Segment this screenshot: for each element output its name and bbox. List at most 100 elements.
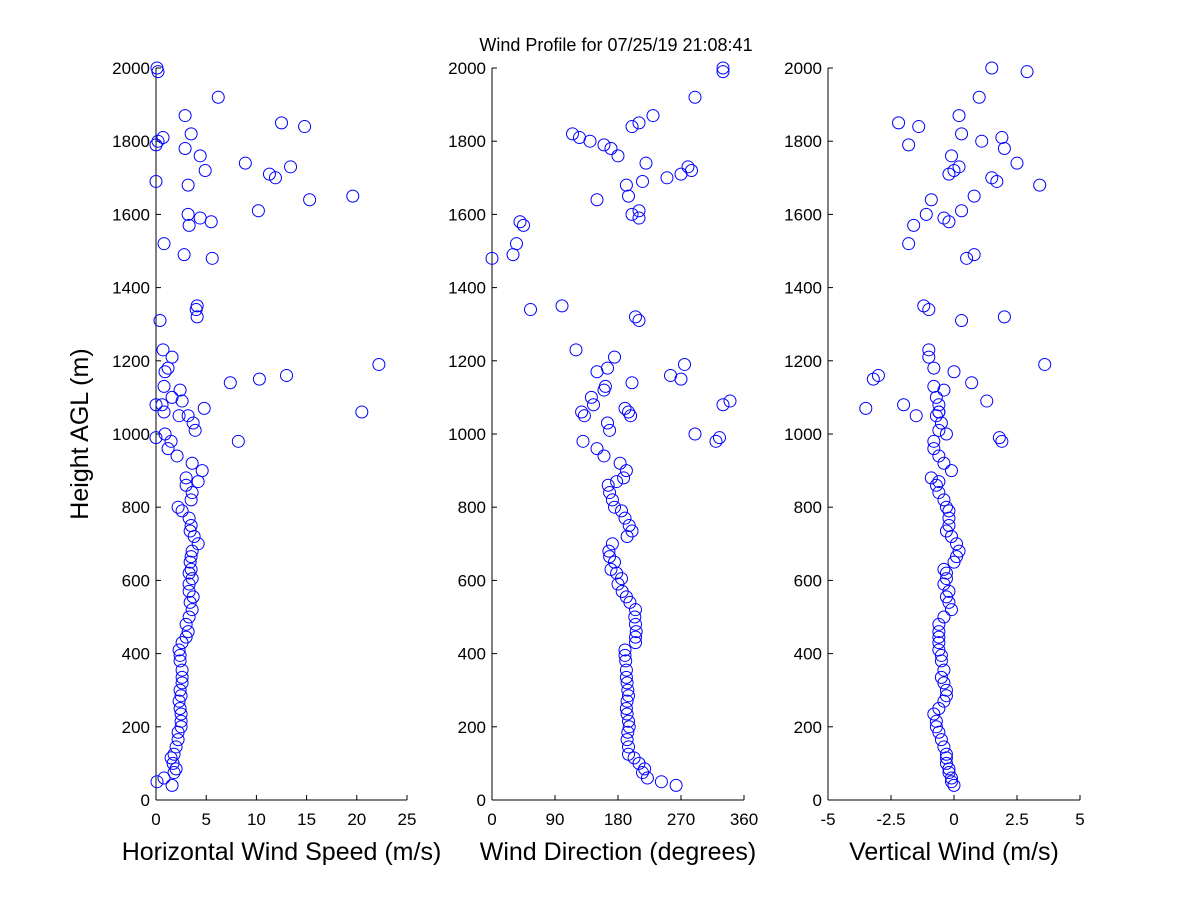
x-axis-label: Wind Direction (degrees) [480,838,757,866]
data-point [955,127,969,141]
y-tick-label: 1600 [448,205,486,224]
data-point [262,167,276,181]
data-point [909,409,923,423]
data-point [601,478,615,492]
data-point [252,372,266,386]
data-point [625,207,639,221]
data-point [191,475,205,489]
data-point [922,343,936,357]
data-point [157,405,171,419]
x-tick-label: 25 [398,810,417,829]
data-point [517,218,530,232]
y-tick-label: 0 [141,791,150,810]
data-point [188,423,202,437]
data-point [639,156,653,170]
data-point [190,299,204,313]
data-point [716,398,730,412]
data-point [485,251,499,265]
data-point [173,702,187,715]
data-point [932,398,946,412]
data-point [164,434,178,448]
x-axis-label: Horizontal Wind Speed (m/s) [122,838,442,866]
data-point [950,537,964,551]
data-point [185,603,199,617]
data-point [960,251,974,265]
data-point [171,500,185,514]
data-point [622,720,636,734]
data-point [174,714,188,728]
data-point [175,676,189,690]
y-tick-label: 0 [813,791,822,810]
data-point [284,160,298,174]
data-point [620,733,634,747]
data-point [927,361,941,375]
data-point [165,390,179,404]
data-point [723,394,737,408]
data-point [575,405,589,419]
x-tick-label: 0 [151,810,160,829]
data-point [149,398,163,412]
data-point [181,178,195,192]
data-point [158,365,172,379]
data-point [174,707,188,721]
y-tick-label: 1000 [112,425,150,444]
data-point [929,714,943,728]
data-point [947,365,961,379]
data-point [179,630,193,644]
data-point [859,401,873,415]
data-point [584,390,598,404]
data-point [939,524,953,538]
data-point [932,449,946,463]
data-point [167,766,181,780]
data-point [175,670,189,684]
data-point [621,683,635,697]
data-point [182,218,196,232]
data-point [622,740,635,754]
data-point [195,464,209,478]
data-point [156,343,170,357]
data-point [944,149,958,163]
data-point [939,590,953,604]
data-point [164,751,178,765]
y-tick-label: 800 [458,498,486,517]
data-point [937,740,951,754]
data-point [179,617,193,631]
y-tick-label: 200 [794,718,822,737]
data-point [942,584,956,598]
data-point [907,218,921,232]
data-point [183,555,197,569]
data-point [197,401,211,415]
data-point [924,193,938,207]
data-point [587,398,600,412]
data-point [902,237,916,251]
data-point [622,519,636,532]
data-point [619,654,633,668]
data-point [972,90,986,104]
x-tick-label: 360 [730,810,758,829]
data-point [952,544,966,558]
data-point [555,299,569,313]
data-point [611,149,625,163]
data-point [934,733,948,747]
y-tick-label: 1400 [448,279,486,298]
y-tick-label: 400 [122,645,150,664]
data-point [924,471,938,485]
data-point [604,562,618,576]
data-point [193,211,207,225]
y-tick-label: 600 [122,571,150,590]
data-point [174,689,188,703]
data-point [620,694,634,708]
data-point [298,120,312,134]
data-point [912,120,926,134]
data-point [646,109,660,123]
data-point [602,544,616,558]
data-point [513,215,527,229]
y-tick-label: 1400 [784,279,822,298]
data-point [372,357,386,371]
data-point [654,775,668,789]
data-point [622,689,635,703]
data-point [947,778,961,792]
data-point [664,368,677,382]
data-point [937,456,951,470]
data-point [622,714,635,728]
